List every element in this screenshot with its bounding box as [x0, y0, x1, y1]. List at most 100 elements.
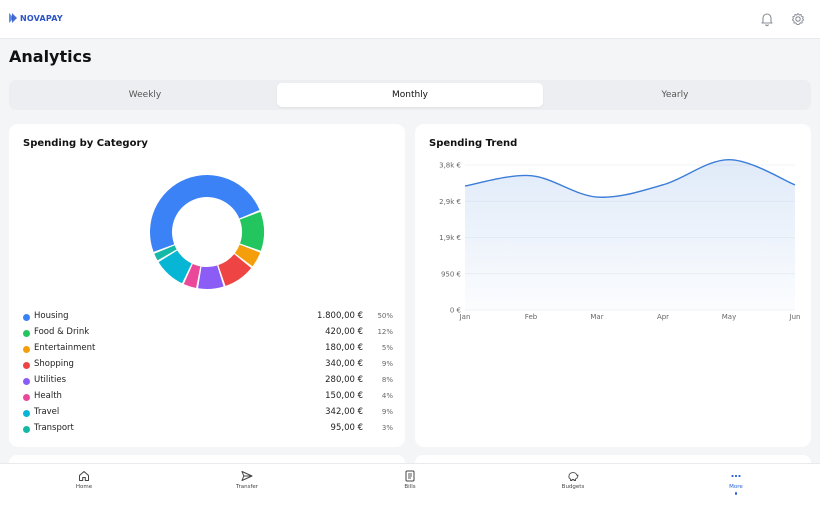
spending-trend-card: Spending Trend 0 € 950 € 1,9k € 2,9k € 3,8k …: [415, 124, 811, 447]
legend-amount: 340,00 €: [325, 359, 363, 369]
x-tick-label: Jan: [459, 313, 471, 321]
legend-percent: 8%: [381, 376, 393, 384]
legend-percent: 3%: [381, 424, 393, 432]
legend-percent: 9%: [381, 360, 393, 368]
nav-label: Home: [75, 484, 93, 490]
legend-amount: 150,00 €: [325, 391, 363, 401]
trend-point-jun[interactable]: [792, 182, 798, 188]
active-indicator: [734, 492, 738, 495]
legend-percent: 50%: [377, 312, 393, 320]
legend-amount: 180,00 €: [325, 343, 363, 353]
donut-slice-travel[interactable]: [158, 250, 192, 284]
donut-slice-shopping[interactable]: [218, 254, 252, 286]
donut-slice-entertainment[interactable]: [234, 244, 261, 267]
nav-item-transfer[interactable]: Transfer: [217, 470, 277, 490]
legend-amount: 95,00 €: [330, 423, 363, 433]
legend-item[interactable]: Travel 342,00 € 9%: [21, 406, 393, 422]
logo-mark-icon: [9, 13, 17, 23]
card-title: Spending Trend: [429, 138, 518, 149]
donut-slice-housing[interactable]: [150, 175, 260, 252]
legend-amount: 342,00 €: [325, 407, 363, 417]
x-tick-label: Mar: [590, 313, 603, 321]
trend-point-may[interactable]: [726, 157, 732, 163]
trend-point-apr[interactable]: [660, 182, 666, 188]
spending-by-category-card: Spending by Category Housing 1.800,00 € 50…: [9, 124, 405, 447]
legend-percent: 5%: [381, 344, 393, 352]
legend-dot: [23, 330, 30, 337]
app-logo[interactable]: NOVAPAY: [9, 13, 63, 23]
tab-weekly[interactable]: Weekly: [128, 90, 162, 100]
gear-icon[interactable]: [790, 11, 806, 27]
legend-category: Shopping: [34, 359, 74, 369]
trend-area-fill: [465, 159, 795, 310]
legend-category: Utilities: [34, 375, 66, 385]
nav-label: More: [729, 484, 743, 490]
more-icon: [731, 474, 741, 478]
bottom-nav: Home Transfer Bills Budgets More: [0, 463, 820, 512]
x-tick-label: Feb: [525, 313, 538, 321]
legend-amount: 1.800,00 €: [317, 311, 363, 321]
y-tick-label: 950 €: [441, 270, 461, 278]
nav-item-home[interactable]: Home: [54, 470, 114, 490]
y-tick-label: 1,9k €: [439, 234, 461, 242]
nav-item-bills[interactable]: Bills: [380, 470, 440, 490]
nav-label: Bills: [404, 484, 416, 490]
legend-category: Travel: [34, 407, 60, 417]
legend-percent: 9%: [381, 408, 393, 416]
piggy-bank-icon: [568, 472, 579, 481]
next-card-right: [415, 455, 811, 465]
card-title: Spending by Category: [23, 138, 148, 149]
trend-point-jan[interactable]: [462, 183, 468, 189]
legend-dot: [23, 394, 30, 401]
legend-item[interactable]: Health 150,00 € 4%: [21, 390, 393, 406]
donut-slice-food-drink[interactable]: [239, 211, 264, 251]
legend-category: Transport: [34, 423, 74, 433]
legend-category: Entertainment: [34, 343, 96, 353]
legend-percent: 4%: [381, 392, 393, 400]
legend-item[interactable]: Food & Drink 420,00 € 12%: [21, 326, 393, 342]
nav-item-budgets[interactable]: Budgets: [543, 470, 603, 490]
donut-slice-utilities[interactable]: [198, 265, 224, 289]
legend-item[interactable]: Shopping 340,00 € 9%: [21, 358, 393, 374]
category-donut-chart: [150, 175, 264, 289]
home-icon: [79, 471, 89, 481]
legend-item[interactable]: Transport 95,00 € 3%: [21, 422, 393, 438]
send-icon: [241, 471, 253, 481]
legend-item[interactable]: Entertainment 180,00 € 5%: [21, 342, 393, 358]
bell-icon[interactable]: [759, 11, 775, 27]
category-legend: Housing 1.800,00 € 50% Food & Drink 420,00 €…: [21, 310, 393, 438]
app-name: NOVAPAY: [20, 13, 63, 23]
legend-percent: 12%: [377, 328, 393, 336]
spending-trend-chart: 0 € 950 € 1,9k € 2,9k € 3,8k € Jan Feb Mar Apr Ma…: [439, 157, 801, 321]
legend-dot: [23, 378, 30, 385]
tab-monthly[interactable]: Monthly: [277, 83, 543, 107]
trend-line: [464, 158, 796, 198]
x-tick-label: Apr: [657, 313, 669, 321]
page-title: Analytics: [9, 47, 92, 66]
trend-point-mar[interactable]: [594, 194, 600, 200]
legend-dot: [23, 314, 30, 321]
x-tick-label: Jun: [789, 313, 801, 321]
legend-item[interactable]: Utilities 280,00 € 8%: [21, 374, 393, 390]
donut-slice-transport[interactable]: [154, 245, 177, 261]
x-tick-label: May: [722, 313, 736, 321]
receipt-icon: [405, 470, 415, 482]
legend-dot: [23, 410, 30, 417]
tab-yearly[interactable]: Yearly: [661, 90, 689, 100]
trend-point-feb[interactable]: [528, 173, 534, 179]
next-card-left: [9, 455, 405, 465]
legend-category: Health: [34, 391, 62, 401]
legend-item[interactable]: Housing 1.800,00 € 50%: [21, 310, 393, 326]
legend-amount: 420,00 €: [325, 327, 363, 337]
donut-slice-health[interactable]: [183, 263, 201, 288]
nav-label: Transfer: [235, 484, 259, 490]
nav-item-more[interactable]: More: [706, 470, 766, 495]
legend-amount: 280,00 €: [325, 375, 363, 385]
legend-dot: [23, 362, 30, 369]
y-tick-label: 3,8k €: [439, 162, 461, 170]
top-bar: NOVAPAY: [0, 0, 820, 39]
legend-category: Housing: [34, 311, 69, 321]
legend-category: Food & Drink: [34, 327, 90, 337]
legend-dot: [23, 426, 30, 433]
y-tick-label: 0 €: [450, 307, 461, 315]
